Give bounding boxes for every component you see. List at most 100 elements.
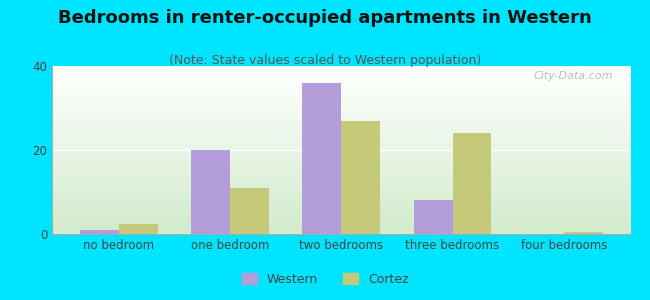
Bar: [52, 174, 630, 175]
Bar: [52, 143, 630, 144]
Bar: [119, 224, 158, 234]
Bar: [52, 71, 630, 72]
Bar: [52, 153, 630, 154]
Text: (Note: State values scaled to Western population): (Note: State values scaled to Western po…: [169, 54, 481, 67]
Bar: [52, 90, 630, 91]
Bar: [52, 86, 630, 87]
Bar: [52, 114, 630, 115]
Bar: [52, 179, 630, 180]
Bar: [52, 149, 630, 150]
Bar: [52, 175, 630, 176]
Bar: [52, 185, 630, 186]
Bar: [52, 183, 630, 184]
Bar: [52, 135, 630, 136]
Bar: [52, 215, 630, 216]
Bar: [52, 137, 630, 138]
Bar: [52, 100, 630, 101]
Bar: [52, 146, 630, 147]
Bar: [52, 172, 630, 173]
Bar: [52, 161, 630, 162]
Bar: [52, 208, 630, 209]
Bar: [52, 130, 630, 131]
Bar: [52, 223, 630, 224]
Bar: [52, 198, 630, 199]
Bar: [52, 132, 630, 133]
Bar: [52, 102, 630, 103]
Bar: [52, 212, 630, 213]
Bar: [52, 110, 630, 111]
Bar: [52, 112, 630, 113]
Bar: [52, 111, 630, 112]
Bar: [52, 163, 630, 164]
Bar: [52, 67, 630, 68]
Text: City-Data.com: City-Data.com: [534, 71, 613, 81]
Bar: [52, 118, 630, 119]
Bar: [52, 166, 630, 167]
Bar: [52, 187, 630, 188]
Bar: [564, 232, 603, 234]
Bar: [52, 171, 630, 172]
Bar: [52, 193, 630, 194]
Bar: [52, 120, 630, 121]
Bar: [52, 196, 630, 197]
Bar: [52, 177, 630, 178]
Bar: [52, 136, 630, 137]
Bar: [52, 205, 630, 206]
Bar: [52, 144, 630, 145]
Bar: [52, 210, 630, 211]
Bar: [52, 91, 630, 92]
Bar: [52, 84, 630, 85]
Bar: [52, 98, 630, 99]
Bar: [52, 87, 630, 88]
Bar: [52, 108, 630, 109]
Bar: [52, 186, 630, 187]
Bar: [52, 142, 630, 143]
Bar: [52, 150, 630, 151]
Bar: [52, 69, 630, 70]
Bar: [52, 194, 630, 195]
Bar: [52, 160, 630, 161]
Bar: [52, 83, 630, 84]
Bar: [52, 70, 630, 71]
Bar: [52, 107, 630, 108]
Bar: [52, 121, 630, 122]
Bar: [52, 99, 630, 100]
Bar: [52, 214, 630, 215]
Bar: [52, 105, 630, 106]
Bar: [52, 82, 630, 83]
Bar: [52, 200, 630, 201]
Bar: [52, 92, 630, 93]
Bar: [52, 115, 630, 116]
Bar: [52, 219, 630, 220]
Bar: [52, 199, 630, 200]
Bar: [52, 178, 630, 179]
Bar: [52, 101, 630, 102]
Bar: [52, 204, 630, 205]
Bar: [52, 207, 630, 208]
Bar: [52, 173, 630, 174]
Bar: [52, 201, 630, 202]
Bar: [52, 184, 630, 185]
Bar: [52, 116, 630, 117]
Bar: [52, 167, 630, 168]
Bar: [52, 157, 630, 158]
Bar: [52, 164, 630, 165]
Bar: [52, 209, 630, 210]
Bar: [191, 150, 230, 234]
Bar: [52, 93, 630, 94]
Bar: [52, 129, 630, 130]
Bar: [52, 134, 630, 135]
Bar: [52, 106, 630, 107]
Bar: [52, 232, 630, 233]
Bar: [52, 220, 630, 221]
Bar: [52, 109, 630, 110]
Bar: [52, 176, 630, 177]
Bar: [52, 123, 630, 124]
Bar: [302, 83, 341, 234]
Bar: [341, 121, 380, 234]
Bar: [52, 165, 630, 166]
Bar: [52, 76, 630, 77]
Bar: [80, 230, 119, 234]
Bar: [52, 133, 630, 134]
Bar: [52, 226, 630, 227]
